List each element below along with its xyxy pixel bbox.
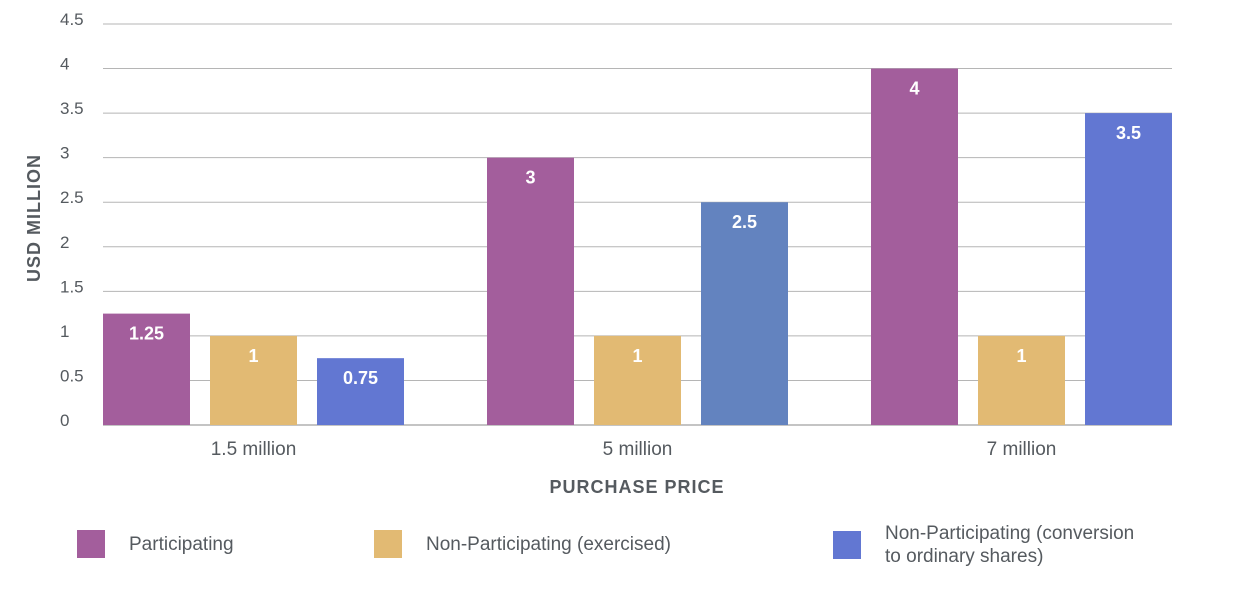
data-label: 1.25: [129, 324, 164, 344]
legend-swatch-non-participating-conversion: [833, 531, 861, 559]
y-tick-label: 0.5: [60, 366, 84, 385]
legend-item-non-participating-conversion: Non-Participating (conversion to ordinar…: [833, 522, 1134, 568]
y-tick-label: 2: [60, 233, 69, 252]
y-tick-labels: 0 0.5 1 1.5 2 2.5 3 3.5 4 4.5: [60, 10, 84, 430]
legend-swatch-non-participating-exercised: [374, 530, 402, 558]
data-label: 1: [1016, 346, 1026, 366]
y-tick-label: 3: [60, 144, 69, 163]
x-axis-title: PURCHASE PRICE: [549, 477, 724, 497]
legend-label-line-2: to ordinary shares): [885, 546, 1044, 567]
y-tick-label: 1: [60, 322, 69, 341]
bar: [594, 335, 681, 425]
y-tick-label: 2.5: [60, 188, 84, 207]
y-tick-label: 4: [60, 55, 69, 74]
data-labels: 1.25 1 0.75 3 1 2.5 4 1 3.5: [129, 79, 1141, 389]
bar: [210, 335, 297, 425]
bar-chart: 0 0.5 1 1.5 2 2.5 3 3.5 4 4.5 1.25 1 0.75 3 1 2.5 4 1 3.5…: [24, 10, 1172, 497]
bar: [1085, 113, 1172, 425]
x-category-labels: 1.5 million 5 million 7 million: [211, 439, 1057, 460]
bars: [103, 68, 1172, 426]
x-category-label: 5 million: [603, 439, 673, 460]
bar: [103, 313, 190, 425]
x-category-label: 1.5 million: [211, 439, 297, 460]
data-label: 3.5: [1116, 123, 1141, 143]
legend-label-line-1: Non-Participating (conversion: [885, 523, 1135, 544]
data-label: 3: [525, 168, 535, 188]
legend-item-participating: Participating: [77, 530, 234, 558]
legend-item-non-participating-exercised: Non-Participating (exercised): [374, 530, 671, 558]
data-label: 2.5: [732, 212, 757, 232]
bar: [487, 157, 574, 425]
bar: [978, 335, 1065, 425]
y-tick-label: 1.5: [60, 277, 84, 296]
bar: [871, 68, 958, 426]
y-axis-title: USD MILLION: [24, 154, 44, 282]
legend-swatch-participating: [77, 530, 105, 558]
bar: [701, 202, 788, 425]
legend-label-non-participating-exercised: Non-Participating (exercised): [426, 533, 671, 555]
data-label: 1: [632, 346, 642, 366]
bar: [317, 358, 404, 425]
y-tick-label: 4.5: [60, 10, 84, 29]
legend: Participating Non-Participating (exercis…: [0, 522, 1238, 582]
data-label: 0.75: [343, 368, 378, 388]
data-label: 4: [909, 79, 919, 99]
legend-label-participating: Participating: [129, 533, 234, 555]
legend-label-non-participating-conversion: Non-Participating (conversion to ordinar…: [885, 522, 1134, 568]
data-label: 1: [248, 346, 258, 366]
y-tick-label: 0: [60, 411, 69, 430]
x-category-label: 7 million: [987, 439, 1057, 460]
y-tick-label: 3.5: [60, 99, 84, 118]
